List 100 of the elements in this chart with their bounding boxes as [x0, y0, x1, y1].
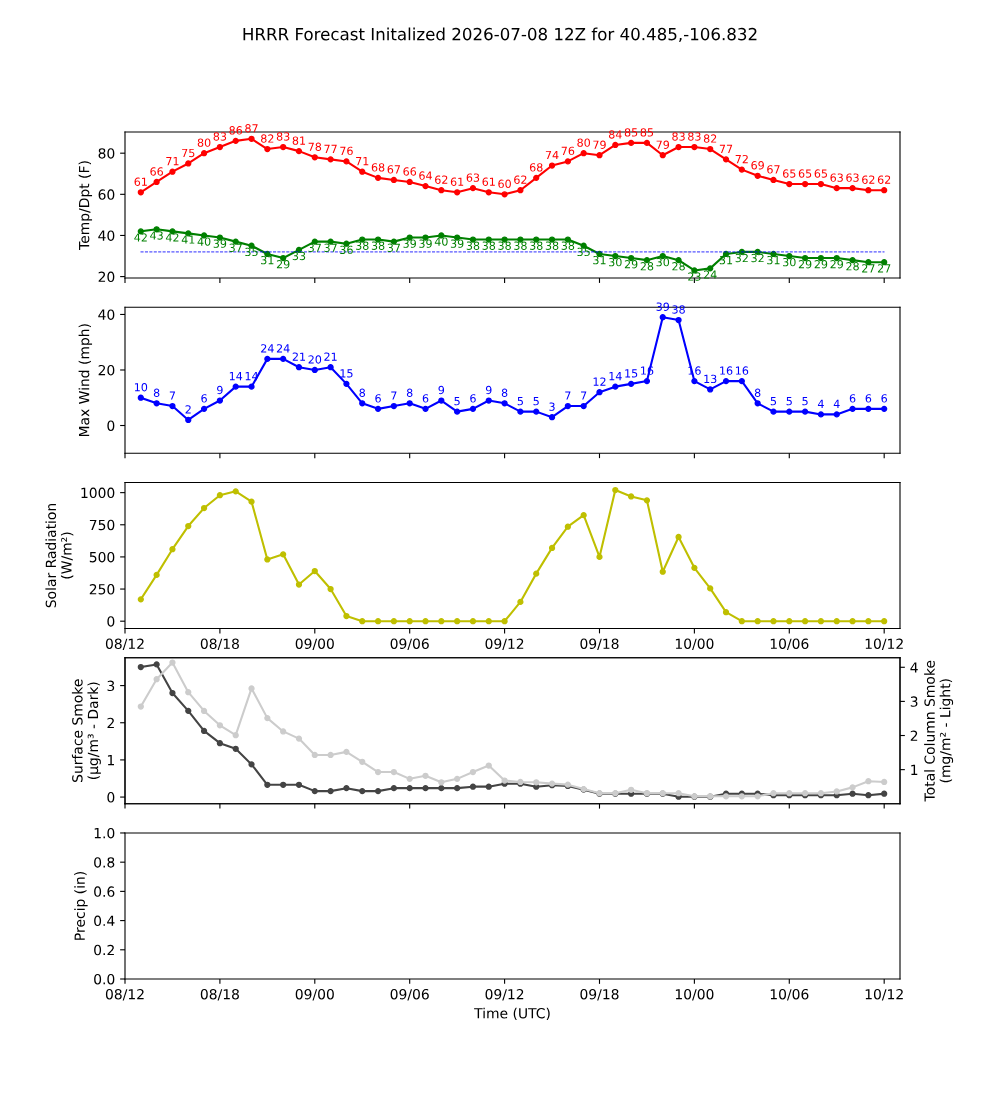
data-label: 16 — [720, 366, 733, 375]
data-label: 31 — [767, 255, 780, 265]
x-tick-label: 09/00 — [295, 988, 334, 1001]
y-tick-label: 250 — [89, 584, 115, 595]
data-label: 65 — [782, 169, 796, 178]
y-axis-title: Temp/Dpt (F) — [78, 161, 93, 250]
data-label: 6 — [881, 394, 888, 403]
data-label: 7 — [169, 391, 176, 400]
x-tick-label: 09/18 — [580, 638, 619, 651]
data-label: 77 — [324, 144, 337, 153]
data-label: 43 — [150, 231, 163, 240]
x-tick-label: 10/06 — [770, 988, 809, 1001]
data-label: 65 — [798, 169, 812, 178]
data-label: 30 — [609, 257, 622, 267]
data-label: 72 — [735, 154, 748, 164]
data-label: 15 — [340, 369, 353, 378]
data-label: 30 — [656, 257, 670, 267]
y2-tick-label: 4 — [910, 662, 918, 673]
data-label: 4 — [817, 399, 824, 408]
data-label: 29 — [830, 260, 844, 269]
data-label: 27 — [877, 264, 891, 273]
y-axis-title: Solar Radiation (W/m²) — [45, 503, 74, 608]
data-label: 24 — [261, 344, 274, 353]
data-label: 9 — [438, 385, 445, 395]
data-label: 21 — [324, 352, 337, 361]
y-tick-label: 1.0 — [94, 827, 115, 839]
data-label: 36 — [340, 245, 353, 255]
y-tick-label: 80 — [98, 148, 115, 159]
data-label: 32 — [735, 253, 748, 263]
data-label: 62 — [862, 175, 875, 184]
data-label: 8 — [754, 388, 761, 397]
data-label: 5 — [802, 397, 808, 406]
data-label: 61 — [134, 177, 147, 186]
y-axis-title: Precip (in) — [74, 872, 88, 940]
x-tick-label: 08/18 — [200, 988, 239, 1001]
x-tick-label: 10/06 — [770, 638, 809, 651]
data-label: 66 — [403, 167, 417, 176]
data-label: 24 — [276, 344, 290, 353]
data-label: 80 — [577, 138, 590, 147]
x-tick-label: 10/00 — [675, 988, 714, 1001]
data-label: 79 — [656, 140, 670, 149]
y2-tick-label: 3 — [910, 696, 918, 707]
data-label: 5 — [517, 397, 523, 406]
data-label: 75 — [182, 148, 195, 158]
y-tick-label: 500 — [89, 551, 115, 563]
data-label: 61 — [482, 177, 495, 186]
data-label: 31 — [593, 255, 606, 265]
data-label: 28 — [640, 262, 654, 271]
y-tick-label: 1 — [107, 755, 114, 766]
y-tick-label: 0.8 — [94, 857, 115, 868]
data-label: 24 — [703, 270, 717, 279]
data-label: 8 — [501, 388, 508, 397]
y-tick-label: 20 — [98, 364, 115, 376]
data-label: 5 — [770, 397, 777, 406]
x-tick-label: 10/00 — [675, 638, 714, 651]
y-tick-label: 40 — [98, 309, 115, 320]
data-label: 67 — [767, 165, 780, 174]
y-axis-title: Max Wind (mph) — [78, 324, 93, 437]
data-label: 39 — [403, 239, 416, 248]
data-label: 42 — [165, 233, 179, 242]
data-label: 29 — [798, 260, 812, 269]
data-label: 8 — [153, 388, 160, 397]
y-tick-label: 0 — [107, 420, 115, 431]
data-label: 68 — [371, 163, 385, 172]
data-label: 33 — [292, 251, 306, 261]
y-tick-label: 0.2 — [94, 944, 114, 956]
data-label: 16 — [735, 366, 749, 375]
data-label: 66 — [150, 167, 163, 176]
data-label: 39 — [419, 239, 432, 248]
data-label: 5 — [533, 397, 539, 406]
data-label: 8 — [359, 388, 366, 397]
y-axis-title: Surface Smoke (μg/m³ - Dark) — [71, 679, 101, 782]
data-label: 6 — [470, 394, 476, 403]
data-label: 38 — [545, 241, 559, 250]
data-label: 79 — [593, 140, 606, 149]
data-label: 8 — [406, 388, 413, 397]
data-label: 39 — [450, 239, 464, 248]
data-label: 5 — [786, 397, 792, 406]
y2-axis-title: Total Column Smoke (mg/m² - Light) — [924, 660, 954, 802]
y-tick-label: 0 — [107, 616, 115, 627]
data-label: 82 — [703, 134, 717, 143]
y-tick-label: 1000 — [81, 487, 115, 499]
x-axis-title: Time (UTC) — [474, 1007, 550, 1021]
data-label: 63 — [830, 173, 843, 182]
data-label: 9 — [217, 385, 223, 395]
y-tick-label: 2 — [107, 717, 114, 729]
x-tick-label: 09/00 — [295, 638, 334, 651]
data-label: 68 — [529, 163, 543, 172]
data-label: 74 — [545, 150, 559, 160]
data-label: 40 — [434, 237, 448, 246]
y-tick-label: 0 — [107, 792, 115, 803]
data-label: 35 — [245, 247, 258, 257]
data-label: 4 — [833, 399, 840, 408]
data-label: 38 — [530, 241, 543, 250]
data-label: 5 — [454, 397, 460, 406]
data-label: 37 — [308, 243, 321, 252]
data-label: 29 — [624, 260, 638, 269]
data-label: 6 — [849, 394, 856, 403]
y-tick-label: 0.6 — [94, 886, 115, 897]
data-label: 29 — [276, 260, 290, 269]
